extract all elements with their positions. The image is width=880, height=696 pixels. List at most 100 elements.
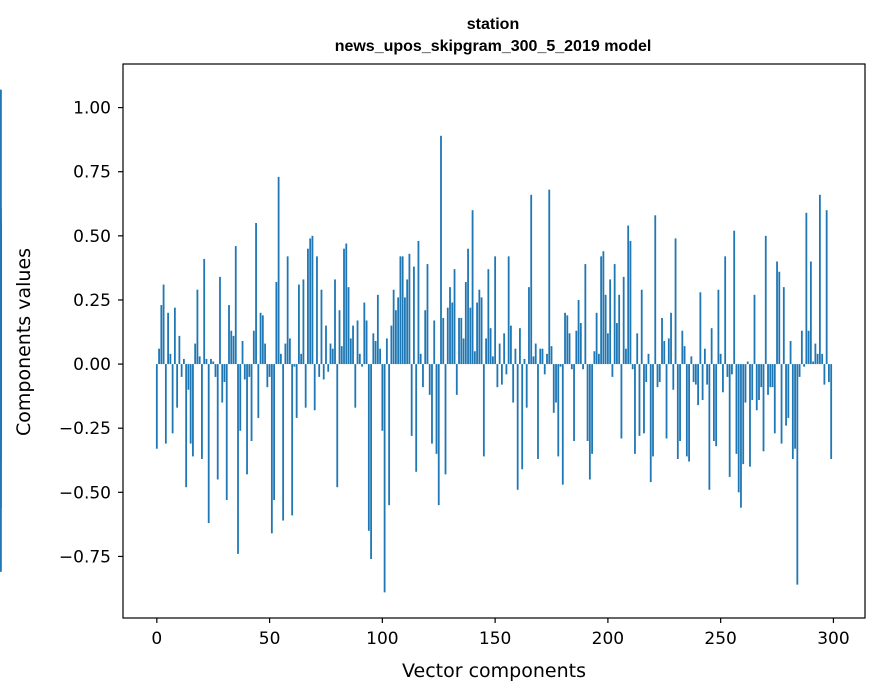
bar (577, 299, 580, 365)
bar (460, 317, 463, 365)
bar (453, 269, 456, 365)
bar (604, 294, 607, 365)
bar (780, 364, 783, 444)
bar (656, 364, 659, 388)
bar (261, 315, 264, 365)
bar (620, 364, 623, 439)
bar (512, 364, 515, 403)
bar (778, 271, 781, 365)
bar (158, 348, 160, 365)
bar (376, 294, 379, 365)
bar (541, 348, 544, 365)
bar (546, 353, 548, 365)
y-tick-label: 1.00 (73, 99, 111, 119)
bar (825, 210, 828, 365)
bar (462, 338, 465, 365)
x-tick-label: 100 (366, 629, 398, 649)
bar (228, 305, 230, 365)
bar (437, 364, 440, 506)
bar (575, 330, 578, 365)
bar (690, 356, 693, 365)
bar (500, 364, 503, 385)
bar (433, 320, 436, 365)
bar (248, 364, 251, 377)
bar (731, 364, 733, 375)
bar (381, 364, 384, 431)
bar (557, 364, 560, 457)
x-tick-label: 200 (592, 629, 624, 649)
bar (715, 364, 718, 447)
bar (681, 330, 684, 365)
bar (740, 364, 742, 508)
bar (606, 333, 609, 365)
chart-title: station (467, 16, 519, 33)
bar (451, 302, 454, 365)
bar (785, 364, 787, 426)
bar (584, 264, 587, 365)
bar (647, 353, 650, 365)
bar (703, 348, 706, 365)
bar (609, 279, 612, 365)
bar (331, 348, 334, 365)
bar (724, 256, 727, 365)
bar (246, 364, 248, 475)
bar (372, 333, 375, 365)
y-tick-label: 0.50 (73, 227, 111, 247)
bar (782, 287, 785, 365)
bar (717, 289, 720, 365)
bar (616, 323, 618, 365)
bar (320, 289, 323, 365)
bar (726, 364, 729, 377)
bar (800, 330, 803, 365)
bar (701, 364, 704, 400)
bar (284, 343, 287, 365)
bar (798, 364, 801, 377)
bar (629, 240, 632, 365)
bar (812, 361, 815, 365)
bar (485, 338, 487, 365)
bar (205, 358, 208, 365)
bar (661, 317, 663, 365)
bar (237, 364, 239, 554)
bar (618, 294, 621, 365)
bar (816, 353, 819, 365)
bar (728, 364, 731, 477)
bar (625, 348, 627, 365)
bar (688, 364, 690, 462)
bar (361, 364, 363, 367)
bar (667, 338, 670, 365)
bar (744, 364, 747, 403)
bar (210, 358, 212, 365)
bar (0, 364, 2, 508)
bar (365, 320, 368, 365)
bar (586, 364, 589, 442)
bar (455, 364, 458, 395)
bar (679, 364, 681, 442)
bar (503, 333, 506, 365)
bar (385, 338, 388, 365)
bar (370, 364, 372, 560)
bar (489, 328, 492, 365)
bar (169, 353, 172, 365)
bar (399, 256, 402, 365)
bar (523, 358, 526, 365)
bar (431, 364, 433, 444)
bar (298, 284, 300, 365)
bar (401, 256, 404, 365)
bar (539, 348, 542, 365)
bar (663, 341, 666, 365)
bar (316, 256, 318, 365)
bar (552, 364, 555, 413)
bar (514, 348, 517, 365)
bar (266, 364, 269, 388)
bar (277, 176, 280, 365)
bar (559, 364, 562, 367)
bar (239, 364, 242, 431)
bar (300, 353, 303, 365)
bar (426, 264, 429, 365)
bar (155, 364, 158, 449)
bar (593, 351, 596, 365)
bar (252, 330, 255, 365)
bar (313, 364, 316, 411)
